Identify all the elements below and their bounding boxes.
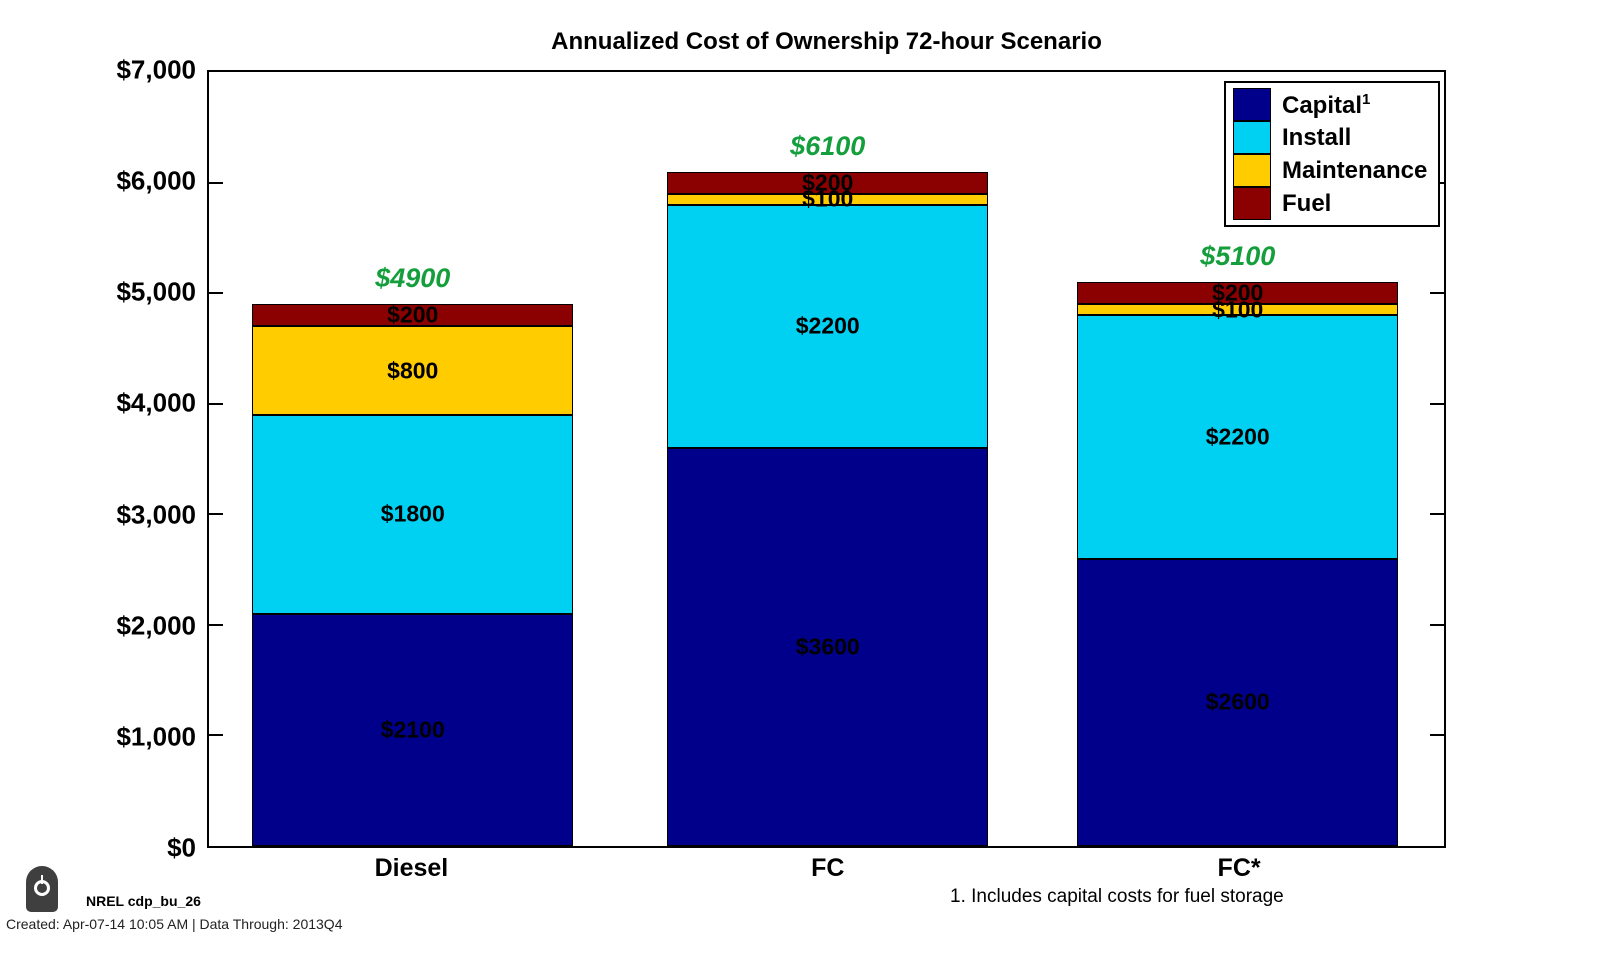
legend-label: Capital1 [1282, 90, 1371, 119]
segment-capital [252, 613, 574, 846]
segment-value-label: $200 [387, 301, 439, 328]
footnote: 1. Includes capital costs for fuel stora… [950, 886, 1284, 907]
legend-swatch [1233, 186, 1271, 220]
total-value-label: $6100 [790, 130, 866, 161]
plot-area: Capital1 Install Maintenance Fuel $2100 $180… [207, 70, 1446, 848]
y-tick-mark [209, 734, 223, 737]
y-tick-mark [209, 181, 223, 184]
y-tick-label: $3,000 [116, 499, 196, 530]
y-tick-label: $0 [167, 832, 196, 863]
chart-title: Annualized Cost of Ownership 72-hour Sce… [551, 28, 1102, 55]
segment-capital [667, 447, 989, 846]
y-tick-label: $5,000 [116, 276, 196, 307]
segment-install [252, 414, 574, 614]
y-axis-labels: $0 $1,000 $2,000 $3,000 $4,000 $5,000 $6,000 $7… [0, 55, 196, 863]
segment-value-label: $800 [387, 357, 439, 384]
legend-label: Fuel [1282, 189, 1332, 217]
x-category-label: FC [811, 854, 845, 882]
legend-item-maintenance: Maintenance [1233, 153, 1438, 187]
y-tick-mark [1430, 734, 1444, 737]
y-tick-mark [1430, 402, 1444, 405]
segment-fuel [667, 171, 989, 194]
created-timestamp: Created: Apr-07-14 10:05 AM | Data Throu… [6, 916, 343, 932]
y-tick-mark [209, 402, 223, 405]
y-tick-mark [209, 513, 223, 516]
bar-fc-star: $2600 $2200 $100 $200 $5100 [1077, 72, 1399, 846]
legend-label: Maintenance [1282, 156, 1428, 184]
legend: Capital1 Install Maintenance Fuel [1224, 81, 1440, 227]
segment-value-label: $1800 [380, 500, 445, 527]
segment-value-label: $3600 [795, 633, 860, 660]
segment-fuel [252, 304, 574, 327]
legend-item-fuel: Fuel [1233, 186, 1438, 220]
segment-maintenance [1077, 304, 1399, 316]
legend-swatch [1233, 153, 1271, 187]
segment-value-label: $200 [1212, 279, 1264, 306]
power-icon-stem-line [41, 875, 43, 884]
document-id: NREL cdp_bu_26 [86, 893, 201, 909]
legend-swatch [1233, 88, 1271, 121]
segment-value-label: $2200 [795, 312, 860, 339]
y-tick-mark [209, 292, 223, 295]
segment-capital [1077, 558, 1399, 846]
bar-fc: $3600 $2200 $100 $200 $6100 [667, 72, 989, 846]
segment-maintenance [252, 326, 574, 415]
y-tick-mark [1430, 292, 1444, 295]
y-tick-mark [209, 623, 223, 626]
power-icon [26, 866, 58, 912]
legend-item-capital: Capital1 [1233, 88, 1438, 121]
y-tick-label: $2,000 [116, 610, 196, 641]
x-axis-labels: Diesel FC FC* [207, 854, 1446, 886]
segment-value-label: $200 [802, 169, 854, 196]
segment-fuel [1077, 282, 1399, 305]
x-category-label: FC* [1217, 854, 1261, 882]
total-value-label: $4900 [375, 263, 451, 294]
x-category-label: Diesel [374, 854, 449, 882]
y-tick-label: $4,000 [116, 387, 196, 418]
bar-diesel: $2100 $1800 $800 $200 $4900 [252, 72, 574, 846]
segment-value-label: $2200 [1205, 423, 1270, 450]
total-value-label: $5100 [1200, 241, 1276, 272]
segment-maintenance [667, 193, 989, 205]
segment-install [1077, 315, 1399, 559]
segment-value-label: $100 [802, 185, 854, 212]
y-tick-mark [1430, 513, 1444, 516]
segment-value-label: $100 [1212, 296, 1264, 323]
segment-value-label: $2100 [380, 716, 445, 743]
legend-swatch [1233, 120, 1271, 154]
segment-install [667, 204, 989, 448]
legend-item-install: Install [1233, 120, 1438, 154]
y-tick-label: $1,000 [116, 721, 196, 752]
legend-label: Install [1282, 123, 1352, 151]
y-tick-label: $6,000 [116, 165, 196, 196]
segment-value-label: $2600 [1205, 688, 1270, 715]
y-tick-mark [1430, 623, 1444, 626]
y-tick-label: $7,000 [116, 54, 196, 85]
